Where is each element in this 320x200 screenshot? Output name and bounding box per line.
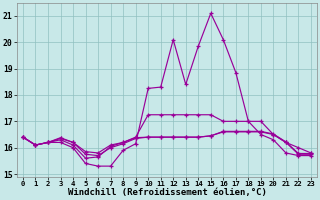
X-axis label: Windchill (Refroidissement éolien,°C): Windchill (Refroidissement éolien,°C) [68, 188, 266, 197]
